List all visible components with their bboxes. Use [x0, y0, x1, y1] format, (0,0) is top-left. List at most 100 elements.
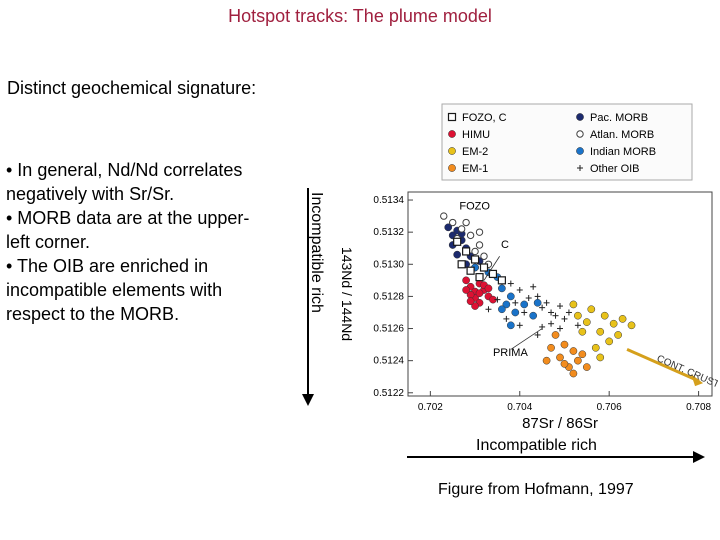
- data-point: [457, 260, 466, 269]
- data-point: [578, 350, 587, 359]
- data-point: [502, 300, 511, 309]
- isotope-chart: 0.702 0.704 0.706 0.708 0.5122 0.5124 0.5126 0.…: [330, 100, 718, 435]
- data-point: [479, 263, 489, 272]
- data-point: [533, 298, 542, 307]
- bullet-line: • In general, Nd/Nd correlates: [6, 160, 243, 180]
- legend-entry: EM-1: [448, 163, 488, 175]
- legend-entry: EM-2: [448, 146, 488, 158]
- data-point: [542, 356, 551, 365]
- data-point: [534, 293, 541, 300]
- bullet-line: negatively with Sr/Sr.: [6, 184, 175, 204]
- data-point: [462, 247, 471, 256]
- data-point: [582, 363, 591, 371]
- y-tick-label: 0.5130: [373, 259, 404, 270]
- chart-annotation: C: [501, 239, 509, 251]
- legend-label: EM-2: [462, 146, 488, 158]
- data-point: [449, 218, 457, 227]
- legend-entry: Atlan. MORB: [576, 129, 654, 141]
- data-point: [529, 311, 538, 320]
- x-tick-label: 0.706: [597, 402, 622, 413]
- annotation-leader: [510, 328, 543, 350]
- legend-marker: [576, 130, 584, 138]
- data-point: [462, 218, 470, 227]
- data-point: [475, 289, 484, 298]
- data-point: [471, 302, 479, 310]
- data-point: [466, 297, 475, 306]
- data-point: [627, 321, 636, 330]
- data-point: [475, 273, 484, 282]
- legend-label: Atlan. MORB: [590, 129, 654, 141]
- data-point: [551, 331, 560, 339]
- data-point: [498, 284, 506, 293]
- horizontal-arrow-label: Incompatible rich: [476, 437, 597, 454]
- data-point: [557, 303, 563, 310]
- legend-entry: Other OIB: [577, 163, 640, 175]
- data-point: [484, 284, 493, 293]
- data-point: [605, 337, 614, 346]
- bullet-line: respect to the MORB.: [6, 304, 180, 324]
- data-point: [556, 353, 564, 362]
- data-point: [574, 311, 582, 320]
- y-tick-label: 0.5124: [373, 356, 404, 367]
- data-point: [569, 347, 578, 355]
- data-point: [587, 305, 596, 314]
- bullet-list: • In general, Nd/Nd correlates negativel…: [6, 158, 306, 326]
- data-point: [543, 299, 550, 306]
- x-tick-label: 0.704: [507, 402, 532, 413]
- data-point: [512, 299, 519, 306]
- data-point: [503, 315, 510, 322]
- data-point: [609, 319, 618, 328]
- y-tick-label: 0.5132: [373, 227, 404, 238]
- data-point: [440, 212, 448, 220]
- data-point: [470, 255, 480, 264]
- data-point: [506, 321, 515, 330]
- data-point: [578, 327, 587, 336]
- bullet-line: • The OIB are enriched in: [6, 256, 209, 276]
- data-point: [494, 296, 501, 303]
- legend-marker: [447, 112, 457, 122]
- legend-marker: [577, 165, 583, 171]
- data-point: [466, 231, 475, 240]
- legend-entry: Pac. MORB: [576, 112, 648, 124]
- bullet-line: • MORB data are at the upper-: [6, 208, 250, 228]
- slide-subtitle: Distinct geochemical signature:: [7, 78, 257, 98]
- data-point: [453, 250, 462, 259]
- plot-area: [407, 191, 713, 397]
- y-axis-label: 143Nd / 144Nd: [339, 247, 355, 341]
- y-tick-label: 0.5128: [373, 291, 404, 302]
- data-point: [498, 305, 506, 314]
- data-point: [507, 280, 514, 287]
- data-point: [560, 340, 569, 349]
- data-point: [511, 308, 520, 317]
- data-point: [557, 325, 563, 332]
- data-point: [618, 315, 627, 323]
- legend-marker: [448, 130, 456, 138]
- legend-marker: [448, 147, 456, 155]
- chart-annotation: FOZO: [459, 201, 490, 213]
- annotation-leader: [483, 256, 500, 281]
- legend-entry: FOZO, C: [447, 112, 507, 124]
- figure-credit: Figure from Hofmann, 1997: [438, 481, 634, 498]
- chart-annotation: PRIMA: [493, 347, 529, 359]
- x-axis-label: 87Sr / 86Sr: [522, 415, 598, 432]
- y-tick-label: 0.5126: [373, 324, 404, 335]
- vertical-arrow-label: Incompatible rich: [308, 192, 325, 313]
- x-tick-label: 0.702: [418, 402, 443, 413]
- legend-marker: [576, 147, 584, 155]
- data-point: [520, 300, 529, 309]
- legend-label: EM-1: [462, 163, 488, 175]
- data-point: [516, 286, 523, 293]
- data-point: [552, 312, 559, 319]
- legend-label: HIMU: [462, 129, 490, 141]
- data-point: [561, 315, 568, 322]
- data-point: [485, 306, 492, 313]
- data-point: [560, 360, 569, 368]
- bullet-line: left corner.: [6, 232, 91, 252]
- legend-label: Pac. MORB: [590, 112, 648, 124]
- data-point: [574, 356, 582, 365]
- data-point: [547, 343, 555, 352]
- data-point: [453, 237, 462, 246]
- data-point: [462, 276, 470, 285]
- data-point: [539, 304, 546, 311]
- data-point: [565, 309, 572, 316]
